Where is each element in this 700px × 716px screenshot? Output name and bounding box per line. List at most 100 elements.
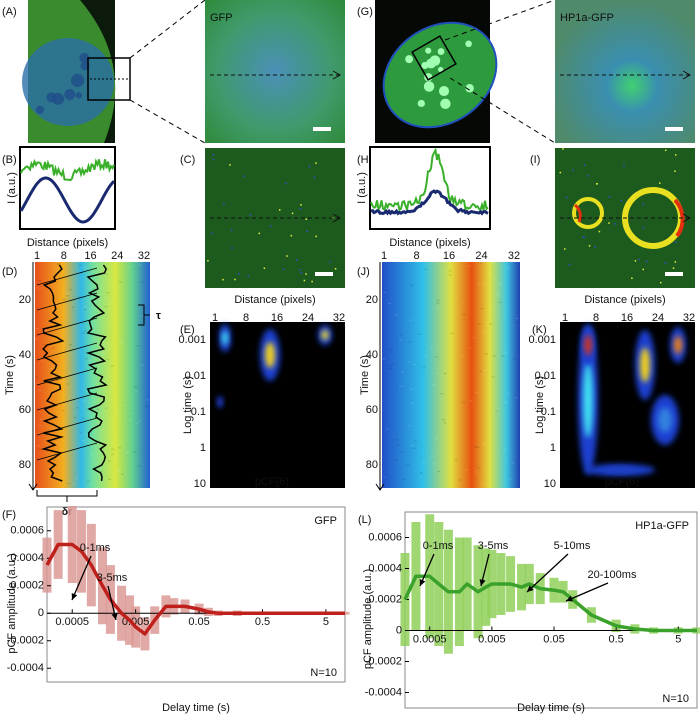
carpet-noise [395, 314, 399, 316]
carpet-noise [507, 392, 511, 394]
pcf-blob-core [265, 342, 275, 368]
carpet-noise [443, 372, 447, 375]
time-arrow [28, 262, 38, 491]
carpet-noise [408, 341, 412, 343]
carpet-noise [55, 379, 59, 381]
carpet-noise [511, 462, 515, 464]
carpet-noise [489, 305, 493, 307]
carpet-noise [388, 367, 392, 370]
axis-title: Time (s) [4, 355, 16, 395]
map-pixel [258, 232, 261, 235]
spot [70, 73, 85, 88]
carpet-noise [401, 371, 405, 374]
x-tick-label: 0.05 [188, 616, 209, 628]
y-tick-label: 0.0004 [10, 552, 44, 564]
zoom-guide [129, 0, 206, 59]
carpet-noise [477, 467, 481, 469]
diffusion-line [36, 292, 98, 311]
carpet-noise [481, 443, 485, 445]
x-tick-label: 24 [475, 250, 487, 262]
carpet-noise [509, 478, 513, 480]
carpet-noise [383, 291, 387, 294]
ring-hot [573, 203, 582, 223]
nucleus [382, 21, 498, 129]
carpet [382, 262, 520, 488]
carpet-noise [474, 445, 478, 448]
carpet-noise [399, 339, 403, 341]
carpet-noise [55, 270, 59, 272]
map-pixel [674, 154, 677, 156]
map-pixel [212, 158, 215, 161]
carpet-noise [52, 376, 56, 378]
map-pixel [222, 278, 224, 281]
map-pixel [231, 247, 233, 249]
heterochromatin-spot [440, 98, 451, 110]
x-tick-label: 1 [212, 312, 218, 324]
carpet-noise [106, 373, 110, 376]
carpet-noise [421, 462, 425, 464]
annotation-arrow [526, 553, 569, 593]
tau-label: τ [156, 310, 161, 322]
carpet-noise [35, 327, 39, 330]
axis-title: I (a.u.) [356, 172, 368, 204]
arrow-head [682, 70, 692, 80]
y-tick-label: 10 [194, 478, 206, 490]
panel-label: (E) [180, 324, 195, 336]
carpet-noise [71, 306, 75, 309]
carpet-noise [467, 265, 471, 267]
map-pixel [565, 196, 568, 199]
carpet-noise [419, 476, 423, 478]
carpet-noise [437, 470, 441, 473]
carpet-noise [469, 400, 473, 402]
map-pixel [608, 195, 611, 198]
map-pixel [305, 273, 307, 275]
carpet-noise [44, 329, 48, 332]
map-pixel [249, 214, 252, 216]
carpet-noise [436, 302, 440, 304]
carpet-noise [83, 306, 87, 308]
panel-label: (C) [180, 154, 195, 166]
y-tick-label: 20 [19, 294, 31, 306]
x-tick-label: 0.05 [543, 633, 564, 645]
carpet-noise [109, 425, 113, 427]
x-tick-label: 32 [683, 312, 695, 324]
carpet-noise [57, 263, 61, 265]
carpet-noise [442, 419, 446, 421]
x-tick-label: 0.5 [255, 616, 270, 628]
arrow-head [332, 213, 342, 223]
sample-size: N=10 [310, 667, 337, 679]
carpet-noise [136, 345, 140, 347]
carpet-noise [438, 308, 442, 311]
carpet-noise [72, 483, 76, 485]
x-tick-label: 16 [621, 312, 633, 324]
carpet-noise [484, 353, 488, 355]
heterochromatin-spot [425, 47, 432, 54]
spot [79, 52, 90, 64]
heterochromatin-spot [429, 55, 441, 66]
carpet-noise [432, 383, 436, 386]
mean-line [45, 542, 345, 636]
carpet-noise [103, 415, 107, 417]
carpet-noise [123, 404, 127, 406]
pcf-blob-core [674, 336, 682, 354]
carpet-noise [75, 478, 79, 480]
carpet-noise [105, 296, 109, 299]
map-pixel [305, 218, 307, 220]
zoom-guide [449, 77, 556, 144]
x-tick-label: 5 [675, 633, 681, 645]
carpet-noise [36, 445, 40, 447]
carpet-noise [394, 459, 398, 461]
carpet-noise [410, 402, 414, 404]
carpet-noise [449, 478, 453, 481]
carpet-noise [472, 337, 476, 339]
carpet-noise [121, 473, 125, 475]
map-pixel [269, 225, 272, 227]
carpet-noise [454, 458, 458, 461]
carpet-noise [112, 476, 116, 479]
carpet-noise [52, 459, 56, 461]
carpet-noise [99, 429, 103, 431]
carpet-noise [134, 390, 138, 392]
carpet-noise [515, 317, 519, 319]
carpet-noise [116, 413, 120, 415]
zoom-guide [129, 99, 206, 144]
